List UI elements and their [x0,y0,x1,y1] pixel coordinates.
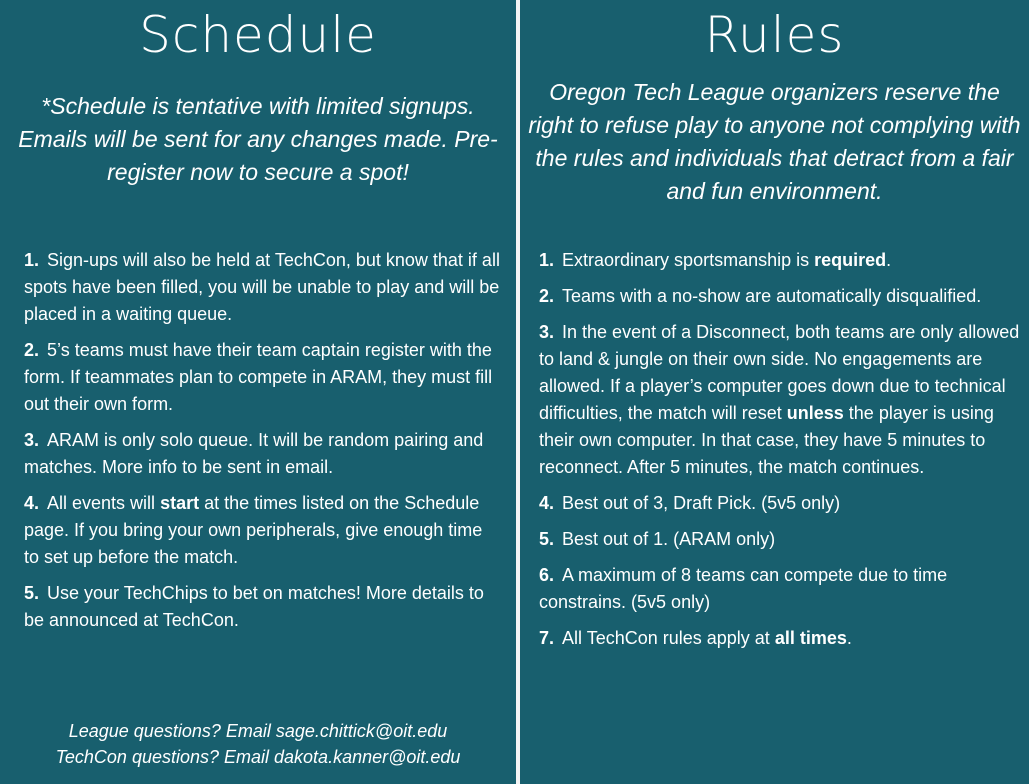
item-number: 1. [24,250,40,270]
item-number: 1. [539,250,555,270]
item-number: 3. [24,430,40,450]
item-text: Best out of 1. (ARAM only) [562,529,776,549]
item-text-pre: All TechCon rules apply at [562,628,775,648]
rules-intro: Oregon Tech League organizers reserve th… [528,79,1021,204]
schedule-item-5: 5. Use your TechChips to bet on matches! … [24,580,502,634]
rules-panel: Rules Oregon Tech League organizers rese… [520,0,1029,784]
item-number: 5. [539,529,555,549]
schedule-item-3: 3. ARAM is only solo queue. It will be ra… [24,427,502,481]
schedule-intro: *Schedule is tentative with limited sign… [18,93,498,185]
item-text-bold: required [814,250,887,270]
contact-footer: League questions? Email sage.chittick@oi… [0,718,516,770]
schedule-panel: Schedule *Schedule is tentative with lim… [0,6,516,770]
rules-item-7: 7. All TechCon rules apply at all times. [539,625,1021,652]
rules-item-2: 2. Teams with a no-show are automatically… [539,283,1021,310]
rules-title: Rules [704,6,845,64]
item-text: Sign-ups will also be held at TechCon, b… [24,250,500,324]
item-number: 3. [539,322,555,342]
item-number: 7. [539,628,555,648]
schedule-title: Schedule [139,6,377,64]
schedule-item-2: 2. 5’s teams must have their team captain… [24,337,502,418]
item-text-post: the player is using their own computer. … [539,403,994,477]
item-text-post: . [886,250,892,270]
item-text: Best out of 3, Draft Pick. (5v5 only) [562,493,841,513]
item-number: 5. [24,583,40,603]
schedule-item-1: 1. Sign-ups will also be held at TechCon,… [24,247,502,328]
item-number: 6. [539,565,555,585]
rules-item-4: 4. Best out of 3, Draft Pick. (5v5 only) [539,490,1021,517]
rules-item-6: 6. A maximum of 8 teams can compete due t… [539,562,1021,616]
techcon-contact: TechCon questions? Email dakota.kanner@o… [55,747,461,767]
schedule-item-4: 4. All events will start at the times lis… [24,490,502,571]
item-number: 2. [24,340,40,360]
item-text-pre: Extraordinary sportsmanship is [562,250,815,270]
rules-item-5: 5. Best out of 1. (ARAM only) [539,526,1021,553]
league-contact: League questions? Email sage.chittick@oi… [68,721,448,741]
item-text-post: . [846,628,852,648]
rules-item-3: 3. In the event of a Disconnect, both tea… [539,319,1021,481]
item-text-bold: all times [774,628,847,648]
item-text-pre: All events will [47,493,161,513]
item-text-bold: unless [786,403,844,423]
item-text: ARAM is only solo queue. It will be rand… [24,430,484,477]
item-number: 4. [539,493,555,513]
item-text-pre: In the event of a Disconnect, both teams… [539,322,1020,423]
panel-divider [516,0,520,784]
item-text-post: at the times listed on the Schedule page… [24,493,483,567]
item-number: 2. [539,286,555,306]
item-text: A maximum of 8 teams can compete due to … [539,565,948,612]
item-text-bold: start [160,493,200,513]
rules-list: 1. Extraordinary sportsmanship is require… [520,247,1029,661]
item-text: Teams with a no-show are automatically d… [562,286,982,306]
item-text: Use your TechChips to bet on matches! Mo… [24,583,484,630]
schedule-list: 1. Sign-ups will also be held at TechCon,… [0,247,516,643]
rules-item-1: 1. Extraordinary sportsmanship is require… [539,247,1021,274]
item-text: 5’s teams must have their team captain r… [24,340,493,414]
item-number: 4. [24,493,40,513]
